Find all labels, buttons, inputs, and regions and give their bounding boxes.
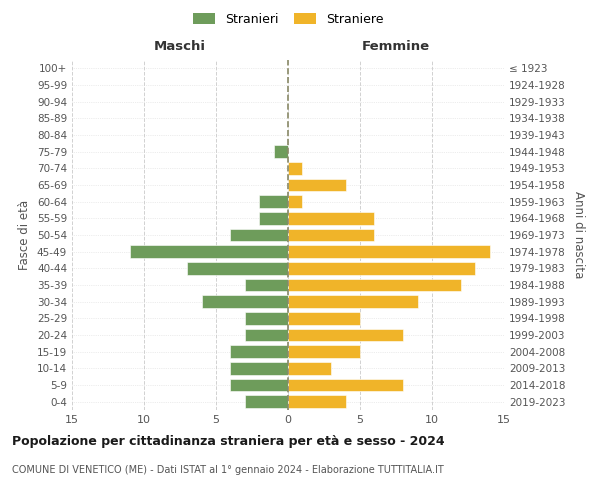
Bar — [259, 212, 288, 224]
Bar — [245, 279, 288, 291]
Text: Popolazione per cittadinanza straniera per età e sesso - 2024: Popolazione per cittadinanza straniera p… — [12, 435, 445, 448]
Bar — [230, 346, 288, 358]
Bar — [230, 362, 288, 374]
Bar — [245, 312, 288, 324]
Text: Femmine: Femmine — [362, 40, 430, 53]
Y-axis label: Fasce di età: Fasce di età — [19, 200, 31, 270]
Text: COMUNE DI VENETICO (ME) - Dati ISTAT al 1° gennaio 2024 - Elaborazione TUTTITALI: COMUNE DI VENETICO (ME) - Dati ISTAT al … — [12, 465, 444, 475]
Y-axis label: Anni di nascita: Anni di nascita — [572, 192, 585, 278]
Bar — [288, 312, 360, 324]
Bar — [288, 179, 346, 192]
Bar — [130, 246, 288, 258]
Bar — [288, 296, 418, 308]
Bar — [288, 329, 403, 341]
Bar — [288, 229, 374, 241]
Bar — [202, 296, 288, 308]
Bar — [288, 379, 403, 391]
Bar — [288, 396, 346, 408]
Legend: Stranieri, Straniere: Stranieri, Straniere — [190, 10, 386, 29]
Bar — [288, 346, 360, 358]
Bar — [288, 279, 461, 291]
Bar — [245, 329, 288, 341]
Bar — [274, 146, 288, 158]
Bar — [288, 196, 302, 208]
Bar — [288, 162, 302, 174]
Bar — [187, 262, 288, 274]
Bar — [288, 246, 490, 258]
Bar — [259, 196, 288, 208]
Bar — [288, 212, 374, 224]
Bar — [230, 379, 288, 391]
Bar — [245, 396, 288, 408]
Bar — [288, 262, 475, 274]
Text: Maschi: Maschi — [154, 40, 206, 53]
Bar — [230, 229, 288, 241]
Bar — [288, 362, 331, 374]
